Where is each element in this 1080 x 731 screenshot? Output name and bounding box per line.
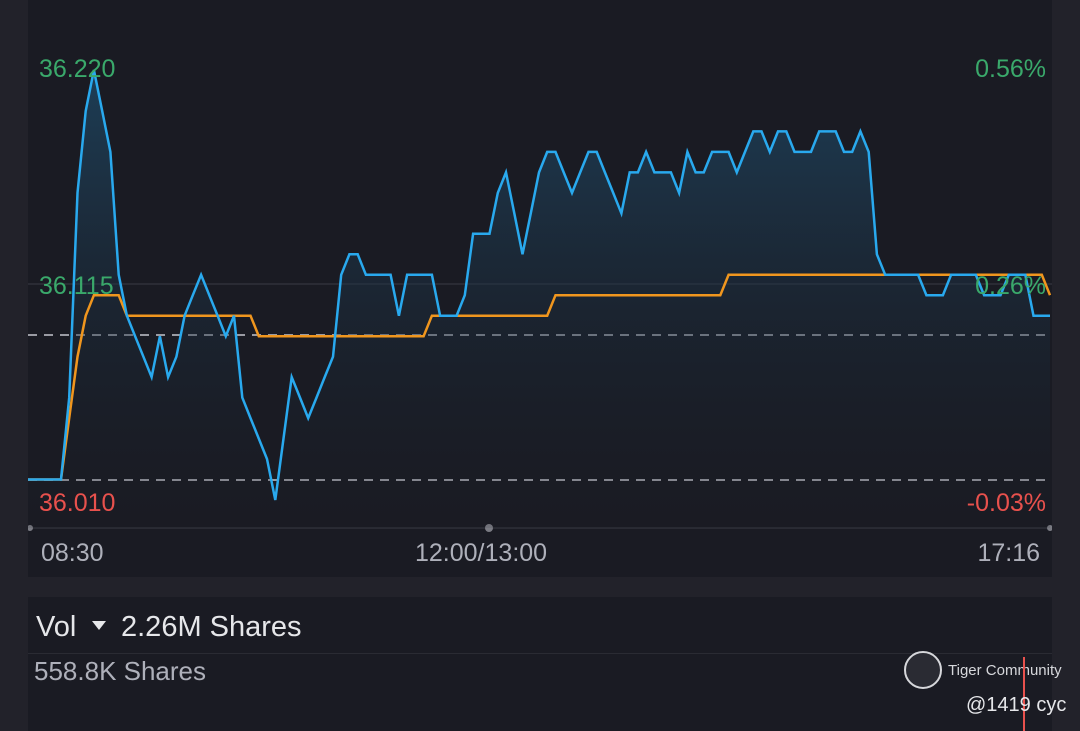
price-low-label: 36.010 xyxy=(39,489,116,517)
pct-low-label: -0.03% xyxy=(966,489,1046,517)
caret-down-icon[interactable] xyxy=(92,621,106,630)
price-line xyxy=(28,69,1050,501)
watermark: Tiger Community xyxy=(904,651,1064,691)
price-high-label: 36.220 xyxy=(39,55,116,83)
volume-header: Vol 2.26M Shares xyxy=(28,597,1052,654)
section-gap xyxy=(28,577,1052,597)
price-mid-label: 36.115 xyxy=(39,272,114,300)
volume-selector-label[interactable]: Vol xyxy=(36,611,77,643)
price-area-fill xyxy=(28,70,1050,528)
time-end-label: 17:16 xyxy=(977,539,1040,567)
pct-high-label: 0.56% xyxy=(975,55,1046,83)
volume-sub-value: 558.8K Shares xyxy=(34,656,207,686)
chart-canvas[interactable] xyxy=(28,0,1052,577)
volume-total: 2.26M Shares xyxy=(121,611,302,643)
time-mid-label: 12:00/13:00 xyxy=(415,539,548,567)
intraday-chart[interactable]: 36.220 36.115 36.010 0.56% 0.26% -0.03% … xyxy=(28,0,1052,577)
watermark-brand: Tiger Community xyxy=(948,662,1062,679)
tiger-logo-icon xyxy=(904,651,942,689)
crosshair-marker xyxy=(1023,657,1025,731)
time-start-label: 08:30 xyxy=(41,539,104,567)
watermark-handle: @1419 cyc xyxy=(966,694,1067,716)
pct-mid-label: 0.26% xyxy=(975,272,1046,300)
average-price-line xyxy=(28,273,1052,481)
